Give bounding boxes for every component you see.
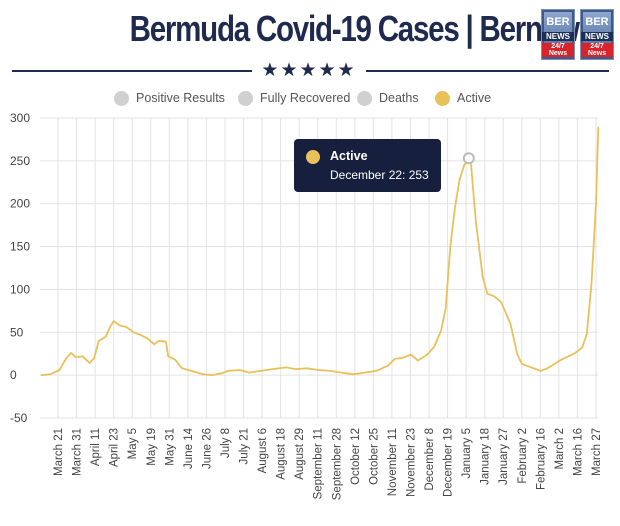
y-tick-label: 50 xyxy=(10,325,24,339)
divider-left xyxy=(12,70,252,72)
highlighted-point xyxy=(462,152,475,165)
tooltip-series-marker xyxy=(306,150,320,164)
y-tick-label: 150 xyxy=(10,240,30,254)
x-tick-label: April 11 xyxy=(90,428,102,466)
x-tick-label: January 5 xyxy=(461,428,473,479)
x-tick-label: August 6 xyxy=(257,428,269,473)
y-tick-label: -50 xyxy=(10,411,28,425)
logo-tagline: 24/7 News xyxy=(542,43,574,57)
x-tick-label: September 28 xyxy=(331,428,343,500)
logo-tagline: 24/7 News xyxy=(581,43,613,57)
x-tick-label: March 31 xyxy=(72,428,84,476)
x-tick-label: May 5 xyxy=(127,428,139,459)
y-tick-label: 300 xyxy=(10,111,30,125)
x-tick-label: June 26 xyxy=(201,428,213,469)
x-tick-label: March 21 xyxy=(53,428,65,476)
tooltip-value: December 22: 253 xyxy=(330,168,429,182)
bernews-logo-secondary: BER NEWS 24/7 News xyxy=(580,9,614,60)
x-tick-label: October 25 xyxy=(368,428,380,485)
x-tick-label: August 29 xyxy=(294,428,306,480)
x-tick-label: November 11 xyxy=(387,428,399,496)
legend-marker xyxy=(357,90,372,106)
x-tick-label: December 8 xyxy=(424,428,436,491)
legend-marker xyxy=(114,90,129,106)
x-tick-label: March 16 xyxy=(572,428,584,476)
logo-news-text: NEWS xyxy=(581,32,613,41)
x-tick-label: November 23 xyxy=(405,428,417,497)
legend-label: Fully Recovered xyxy=(260,91,351,105)
x-tick-label: January 27 xyxy=(498,428,510,485)
x-tick-label: July 8 xyxy=(220,428,232,458)
x-tick-label: June 14 xyxy=(183,427,195,469)
x-tick-label: October 12 xyxy=(350,428,362,485)
legend-marker xyxy=(238,90,253,106)
bernews-logo: BER NEWS 24/7 News xyxy=(541,9,575,60)
x-tick-label: April 23 xyxy=(109,428,121,467)
logo-ber-text: BER xyxy=(546,16,570,28)
chart-tooltip: Active December 22: 253 xyxy=(294,139,441,192)
legend-label: Active xyxy=(457,91,492,105)
x-tick-label: March 2 xyxy=(554,428,566,470)
y-tick-label: 200 xyxy=(10,197,30,211)
x-tick-label: May 31 xyxy=(164,428,176,466)
x-tick-label: December 19 xyxy=(443,428,455,497)
legend-item-deaths[interactable]: Deaths xyxy=(357,89,419,107)
x-tick-label: July 21 xyxy=(239,428,251,464)
x-tick-label: May 19 xyxy=(146,428,158,466)
legend-item-fully-recovered[interactable]: Fully Recovered xyxy=(238,89,350,107)
y-tick-label: 250 xyxy=(10,154,30,168)
y-tick-label: 100 xyxy=(10,282,30,296)
x-tick-label: January 18 xyxy=(480,428,492,485)
x-tick-label: March 27 xyxy=(591,428,603,476)
x-tick-label: September 11 xyxy=(313,428,325,499)
logo-ber-text: BER xyxy=(585,16,609,28)
legend-item-active[interactable]: Active xyxy=(435,89,491,107)
divider-right xyxy=(366,70,609,72)
y-tick-label: 0 xyxy=(10,368,17,382)
legend-marker xyxy=(435,90,450,106)
legend-label: Deaths xyxy=(379,91,419,105)
legend-item-positive-results[interactable]: Positive Results xyxy=(114,89,225,107)
logo-news-text: NEWS xyxy=(542,32,574,41)
tooltip-series-name: Active xyxy=(330,149,368,163)
chart-legend: Positive Results Fully Recovered Deaths … xyxy=(0,89,620,107)
series-line-active xyxy=(40,126,600,376)
x-tick-label: February 2 xyxy=(517,428,529,484)
x-tick-label: August 18 xyxy=(276,428,288,480)
x-tick-label: February 16 xyxy=(535,428,547,490)
rating-stars: ★★★★★ xyxy=(261,60,357,81)
legend-label: Positive Results xyxy=(136,91,225,105)
